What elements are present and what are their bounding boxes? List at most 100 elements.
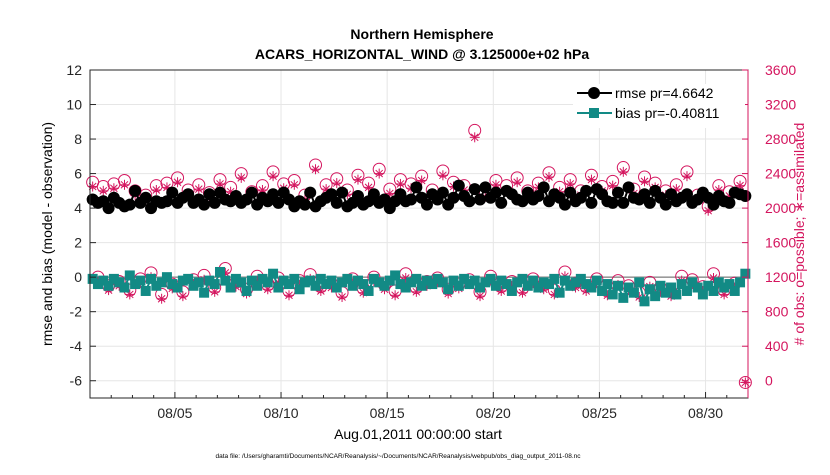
bias-point [220,275,231,286]
rmse-point [139,191,152,204]
bias-point [326,275,337,286]
left-tick-label: 8 [74,131,82,147]
bias-point [443,284,454,295]
right-tick-label: 2400 [765,166,796,182]
rmse-point [532,190,545,203]
bias-point [331,282,342,293]
bias-point [506,285,517,296]
bias-point [135,275,146,286]
asterisk-stroke [396,180,405,188]
bias-point [358,279,369,290]
bias-point [114,277,125,288]
assimilated-obs-point [469,132,480,143]
assimilated-obs-point [390,290,401,301]
assimilated-obs-point [374,168,385,179]
right-tick-label: 400 [765,338,789,354]
bias-point [634,277,645,288]
bias-point [167,279,178,290]
bias-point [342,273,353,284]
asterisk-stroke [194,185,203,193]
x-tick-label: 08/20 [476,405,511,421]
bias-point [321,279,332,290]
right-tick-label: 1600 [765,235,796,251]
bias-point [671,289,682,300]
bias-point [379,280,390,291]
asterisk-stroke [125,290,134,299]
asterisk-stroke [157,294,166,303]
bias-point [448,275,459,286]
left-axis: 12 10 8 6 4 2 0 -2 -4 -6 [66,62,96,389]
bias-point [485,273,496,284]
rmse-point [129,184,142,197]
right-tick-label: 3600 [765,62,796,78]
assimilated-obs-point [283,290,294,301]
bias-point [156,277,167,288]
bias-point [262,277,273,288]
bias-point [549,273,560,284]
rmse-point [643,196,656,209]
assimilated-obs-point [193,184,204,195]
bias-point [278,275,289,286]
bias-point [130,279,141,290]
bias-point [268,268,279,279]
rmse-point [739,190,752,203]
rmse-point [102,202,115,215]
possible-obs-point [738,375,752,389]
bias-point [522,280,533,291]
rmse-bias-marks [86,179,752,307]
assimilated-obs-point [151,184,162,195]
rmse-point [558,198,571,211]
asterisk-stroke [640,177,649,186]
rmse-point [245,186,258,199]
data-file-note: data file: /Users/gharamti/Documents/NCA… [216,453,582,460]
bias-point [310,280,321,291]
assimilated-obs-point [618,166,629,177]
right-tick-label: 2000 [765,200,796,216]
x-tick-label: 08/05 [157,405,192,421]
assimilated-obs-point [98,185,109,196]
assimilated-obs-point [172,177,183,188]
assimilated-obs-point [108,183,119,194]
assimilated-obs-point [475,291,486,302]
asterisk-stroke [470,133,479,142]
left-tick-label: -6 [70,373,83,389]
bias-point [209,279,220,290]
rmse-point [405,193,418,206]
x-tick-label: 08/10 [264,405,299,421]
bias-point [406,277,417,288]
assimilated-obs-point [87,181,98,192]
right-tick-label: 0 [765,373,773,389]
asterisk-stroke [163,183,171,192]
asterisk-stroke [439,171,447,180]
left-tick-label: 10 [66,97,82,113]
asterisk-stroke [391,291,399,300]
asterisk-stroke [545,173,553,181]
bias-point [315,273,326,284]
bias-point [395,279,406,290]
rmse-point [123,198,136,211]
assimilated-obs-point [395,178,406,189]
rmse-point [580,184,593,197]
assimilated-obs-point [740,377,751,388]
left-tick-label: 0 [74,269,82,285]
bias-point [146,273,157,284]
rmse-point [452,179,465,192]
rmse-point [330,196,343,209]
asterisk-stroke [683,172,691,181]
x-tick-label: 08/25 [582,405,617,421]
bias-point [305,275,316,286]
asterisk-stroke [120,180,129,189]
rmse-point [659,198,672,211]
right-tick-label: 1200 [765,269,796,285]
assimilated-obs-point [544,172,555,183]
chart-title: Northern Hemisphere [350,26,493,42]
bias-point [199,287,210,298]
asterisk-stroke [285,291,293,300]
bias-point [597,285,608,296]
assimilated-obs-point [268,171,279,182]
rmse-point [351,190,364,203]
asterisk-stroke [216,180,224,188]
asterisk-stroke [709,274,718,282]
assimilated-obs-point [352,174,363,185]
rmse-point [622,181,635,194]
